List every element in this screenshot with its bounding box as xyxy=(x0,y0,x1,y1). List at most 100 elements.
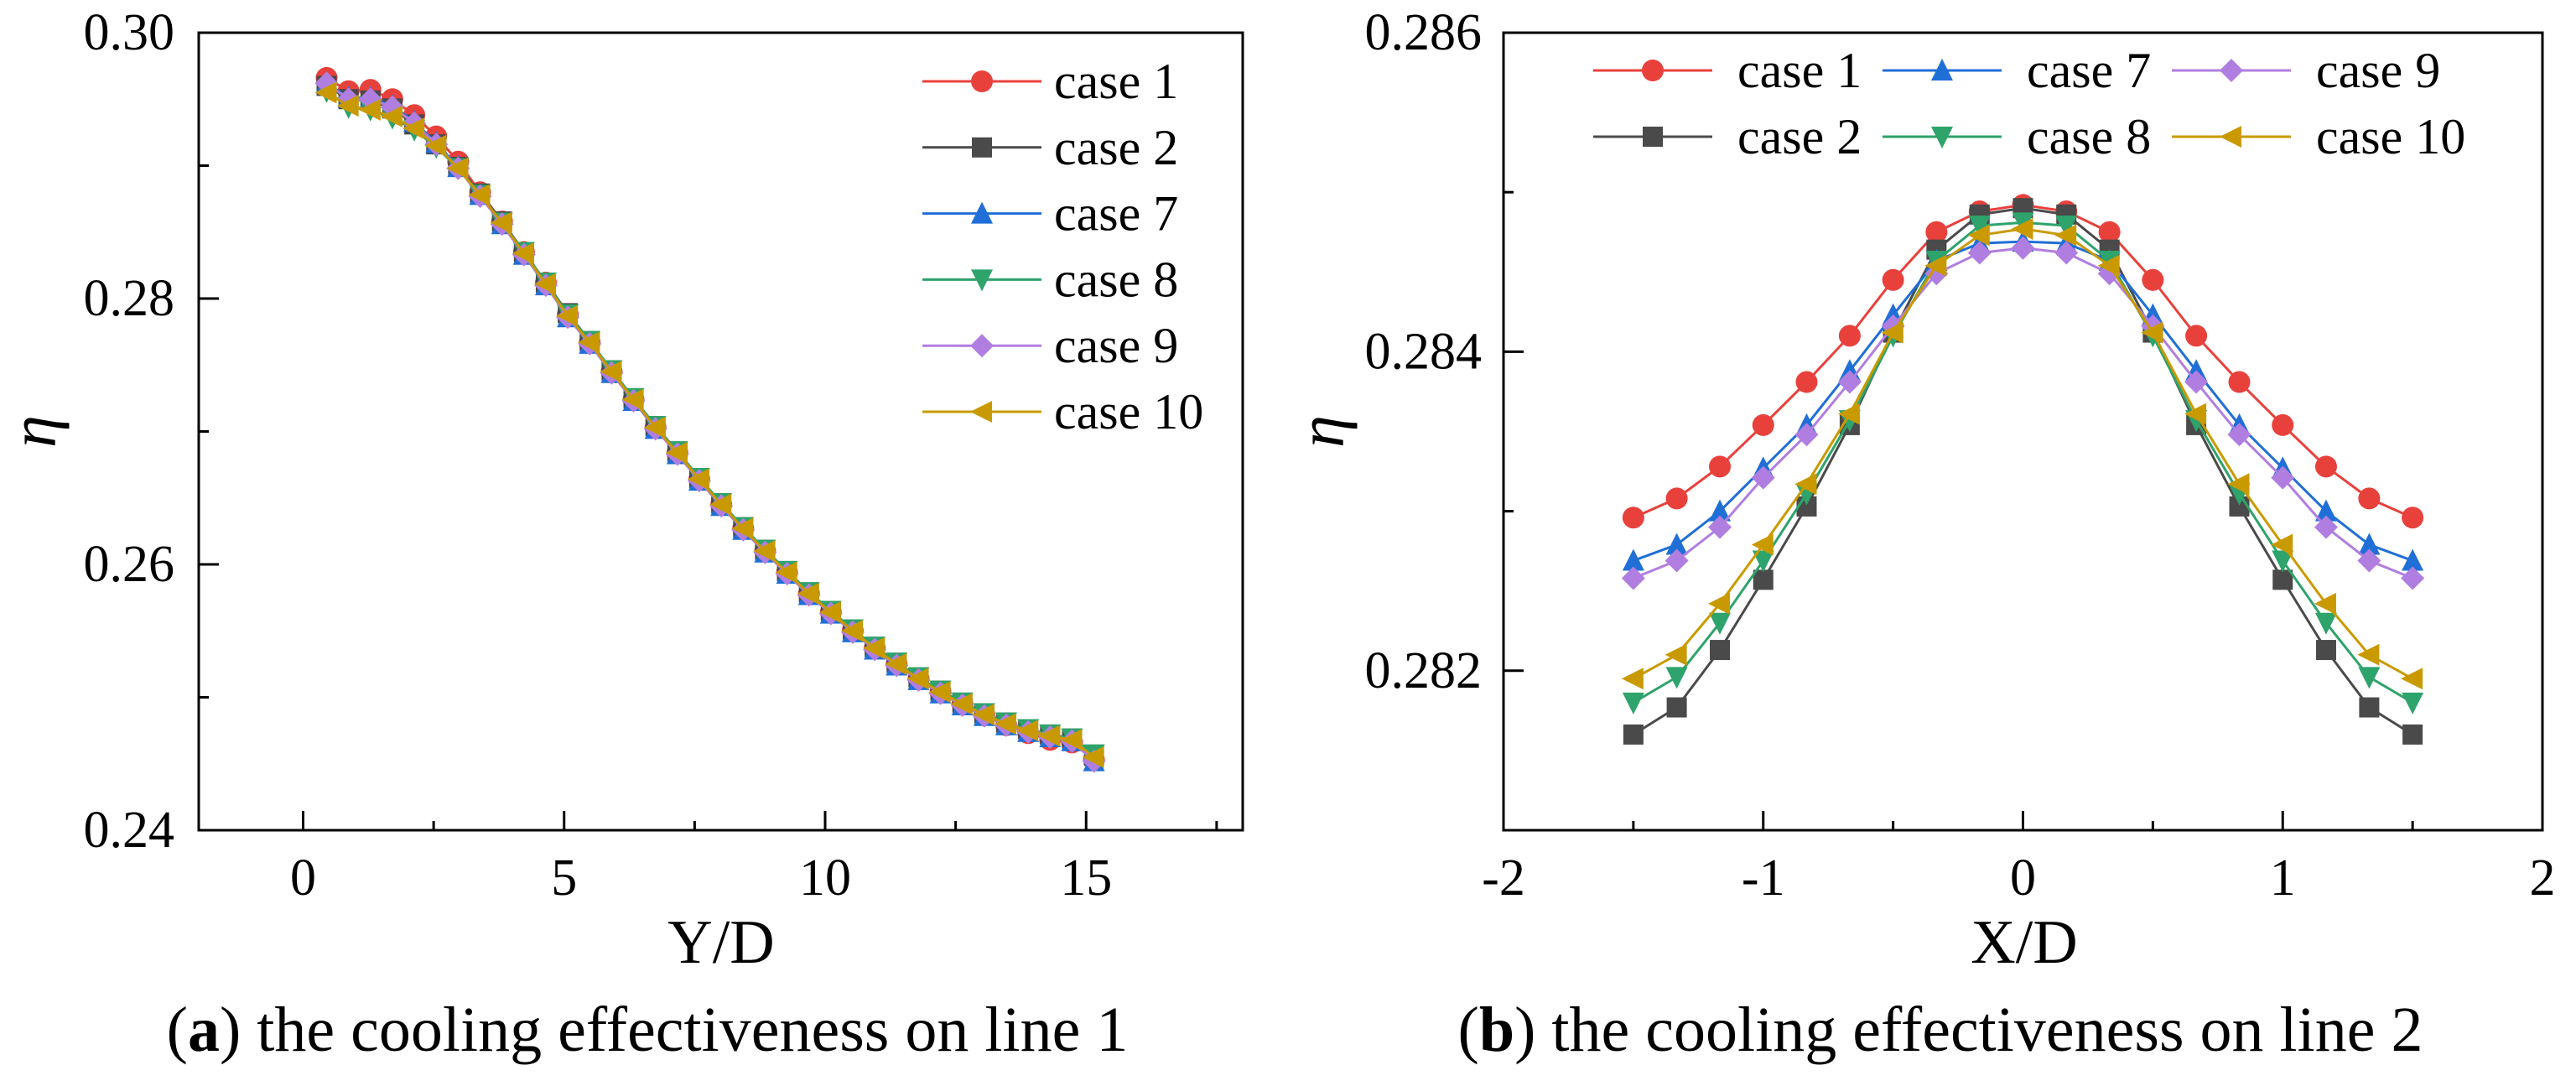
data-point xyxy=(2271,533,2293,556)
caption: (b) the cooling effectiveness on line 2 xyxy=(1458,995,2423,1065)
legend-label: case 1 xyxy=(1054,54,1178,109)
data-point xyxy=(621,388,644,411)
series-case-8 xyxy=(315,81,1105,766)
series-case-2 xyxy=(316,75,1104,766)
x-tick-label: 10 xyxy=(799,850,851,907)
legend-label: case 9 xyxy=(1054,318,1178,373)
x-tick-label: 5 xyxy=(551,850,577,907)
legend-label: case 8 xyxy=(1054,252,1178,307)
data-point xyxy=(2184,403,2207,425)
data-point xyxy=(2098,221,2121,243)
legend: case 1 case 2 case 7 case 8 case 9 case 10 xyxy=(922,54,1203,439)
data-point xyxy=(402,117,425,140)
legend-marker xyxy=(972,137,992,158)
data-point xyxy=(2272,550,2294,573)
legend-marker xyxy=(970,334,994,358)
data-point xyxy=(1665,487,1688,510)
caption-label: b xyxy=(1479,995,1514,1065)
x-tick-label: -2 xyxy=(1482,850,1525,907)
legend-label: case 8 xyxy=(2027,109,2151,164)
data-point xyxy=(468,184,491,206)
legend-entry: case 8 xyxy=(922,252,1178,307)
data-point xyxy=(2314,515,2338,539)
legend-entry: case 8 xyxy=(1883,109,2151,164)
data-point xyxy=(1837,403,1860,425)
data-point xyxy=(2314,499,2337,522)
x-tick-label: 15 xyxy=(1060,850,1112,907)
data-point xyxy=(1709,612,1732,635)
series-line xyxy=(325,90,1095,756)
data-point xyxy=(1060,729,1083,751)
y-tick-label: 0.28 xyxy=(84,270,175,327)
chart-a: 0 5 10 15 0.24 0.26 0.28 0.30 Y/D η (a) the coolin… xyxy=(0,4,1244,1065)
data-point xyxy=(1708,515,1732,539)
data-point xyxy=(2357,548,2381,573)
data-point xyxy=(1665,643,1687,666)
series-line xyxy=(325,91,1095,759)
series-line xyxy=(325,76,1095,761)
x-axis-label: Y/D xyxy=(667,908,774,977)
data-point xyxy=(533,273,556,295)
data-point xyxy=(1837,370,1862,394)
x-tick-label: 1 xyxy=(2270,850,2296,907)
y-tick-label: 0.24 xyxy=(84,802,175,859)
data-point xyxy=(2358,533,2381,555)
data-point xyxy=(2055,216,2078,238)
series-case-2 xyxy=(1623,198,2423,745)
legend-entry: case 1 xyxy=(922,54,1178,109)
data-point xyxy=(731,517,754,540)
data-point xyxy=(380,105,402,127)
data-point xyxy=(2272,413,2294,436)
caption-paren-close: ) xyxy=(220,995,241,1065)
x-tick-label: -1 xyxy=(1742,850,1785,907)
series-case-9 xyxy=(314,71,1106,773)
data-point xyxy=(2011,236,2035,260)
data-point xyxy=(1622,692,1644,714)
data-point xyxy=(336,95,359,117)
data-point xyxy=(1622,548,1644,571)
legend-entry: case 2 xyxy=(1593,109,1862,164)
data-point xyxy=(358,98,381,121)
y-tick-label: 0.30 xyxy=(84,4,175,61)
series-case-8 xyxy=(1622,212,2424,714)
data-point xyxy=(863,637,886,659)
data-point xyxy=(950,693,973,715)
data-point xyxy=(1751,465,1775,490)
legend-entry: case 7 xyxy=(1883,43,2151,98)
y-tick-label: 0.26 xyxy=(84,536,175,593)
data-point xyxy=(578,331,600,354)
data-point xyxy=(1795,371,1818,393)
series-line xyxy=(1633,247,2413,579)
data-point xyxy=(1751,533,1774,556)
data-point xyxy=(797,582,819,605)
legend: case 1 case 2 case 7 case 8 case 9 case 10 xyxy=(1593,43,2465,164)
data-point xyxy=(2401,566,2425,590)
caption-paren-open: ( xyxy=(167,995,188,1065)
data-point xyxy=(2097,254,2120,277)
data-point xyxy=(2402,692,2424,714)
data-point xyxy=(2402,724,2423,745)
data-point xyxy=(2358,487,2381,510)
data-point xyxy=(1710,640,1731,661)
data-point xyxy=(1082,746,1104,768)
data-point xyxy=(1881,321,1903,344)
data-point xyxy=(972,704,995,726)
y-axis-label: η xyxy=(0,415,70,448)
data-point xyxy=(1665,548,1689,573)
data-point xyxy=(490,211,512,234)
data-point xyxy=(2141,321,2163,344)
chart-b: -2 -1 0 1 2 0.282 0.284 0.286 X/D η (b) the coolin… xyxy=(1285,4,2556,1065)
data-point xyxy=(753,540,776,563)
series-case-9 xyxy=(1621,236,2425,590)
legend-label: case 2 xyxy=(1054,120,1178,175)
caption: (a) the cooling effectiveness on line 1 xyxy=(167,995,1129,1065)
data-point xyxy=(1967,241,1992,265)
data-point xyxy=(2054,241,2079,265)
data-point xyxy=(1753,569,1774,590)
x-axis-label: X/D xyxy=(1971,908,2077,977)
legend-marker xyxy=(2220,126,2241,148)
data-point xyxy=(446,157,469,179)
data-point xyxy=(2185,325,2208,347)
data-point xyxy=(1752,413,1774,436)
legend-marker xyxy=(2220,59,2243,82)
